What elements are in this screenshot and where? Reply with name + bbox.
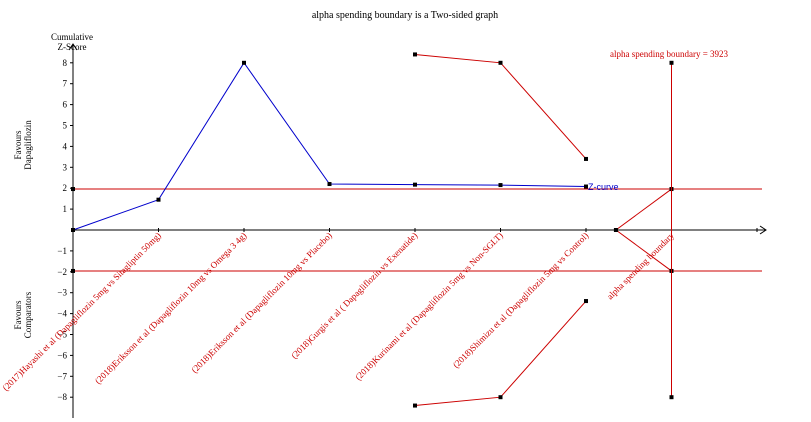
z-curve-point <box>584 184 588 189</box>
y-tick-label: 1 <box>63 204 68 214</box>
ris-line-top-point <box>669 60 674 65</box>
boundary-start-point <box>71 268 75 273</box>
boundaries-layer <box>71 52 762 408</box>
z-curve-point <box>413 182 417 187</box>
z-curve-line <box>72 61 587 231</box>
z-curve-point <box>242 60 246 65</box>
upper-alpha-boundary-point <box>413 52 417 57</box>
y-axis-arrow-icon <box>68 43 78 51</box>
lower-region-label-1: Favours <box>13 300 23 329</box>
x-category-label: (2018)Eriksson et al (Dapagliflozin 10mg… <box>93 230 249 386</box>
y-tick-label: 5 <box>63 121 68 131</box>
y-axis-label-line-2: Z-Score <box>58 42 87 52</box>
y-tick-label: 8 <box>63 58 68 68</box>
z-curve-point <box>156 197 161 202</box>
lower-region-label-2: Comparators <box>23 291 33 338</box>
upper-alpha-boundary-point <box>498 60 503 65</box>
y-tick-label: 4 <box>63 141 68 151</box>
chart-title: alpha spending boundary is a Two-sided g… <box>312 10 498 21</box>
upper-alpha-boundary <box>414 53 587 160</box>
y-tick-label: −3 <box>57 288 67 298</box>
z-curve-point <box>71 228 75 232</box>
y-tick-label: −8 <box>57 392 67 402</box>
y-tick-label: −2 <box>57 267 67 277</box>
y-tick-label: −5 <box>57 330 67 340</box>
ris-label: alpha spending boundary = 3923 <box>610 49 729 59</box>
y-tick-label: 7 <box>63 79 68 89</box>
x-category-label: (2018)Shimizu et al (Dapagliflozin 5mg v… <box>451 230 591 370</box>
y-tick-label: −4 <box>57 309 67 319</box>
z-curve-layer <box>71 60 588 232</box>
upper-region-label-2: Dapagliflozin <box>23 120 33 170</box>
x-category-label: (2018)Eriksson et al (Dapagliflozin 10mg… <box>189 230 334 375</box>
y-tick-label: 3 <box>63 162 68 172</box>
x-category-label: (2018)Kurinami et al (Dapagliflozin 5mg … <box>353 230 505 382</box>
futility-wedge-upper <box>615 188 672 231</box>
futility-wedge-point <box>613 228 618 232</box>
x-axis-arrow-icon <box>759 225 767 235</box>
z-curve-legend-label: Z-curve <box>588 182 619 192</box>
y-tick-label: 2 <box>63 183 68 193</box>
futility-wedge-lower <box>615 229 672 272</box>
y-tick-label: −7 <box>57 371 67 381</box>
lower-alpha-boundary-point <box>584 299 588 304</box>
upper-region-label-1: Favours <box>13 130 23 159</box>
y-tick-label: −1 <box>57 246 67 256</box>
lower-alpha-boundary-point <box>413 403 417 408</box>
y-axis-label-line-1: Cumulative <box>51 32 93 42</box>
lower-alpha-boundary-point <box>498 395 503 400</box>
ris-line-bottom-point <box>669 395 674 400</box>
y-tick-label: −6 <box>57 350 67 360</box>
z-curve-point <box>327 182 332 187</box>
z-curve-point <box>498 183 503 188</box>
text-layer: alpha spending boundary is a Two-sided g… <box>0 10 728 393</box>
upper-alpha-boundary-point <box>584 156 588 161</box>
boundary-start-point <box>71 187 75 192</box>
y-tick-label: 6 <box>63 100 68 110</box>
x-category-label: alpha spending boundary <box>605 230 676 301</box>
